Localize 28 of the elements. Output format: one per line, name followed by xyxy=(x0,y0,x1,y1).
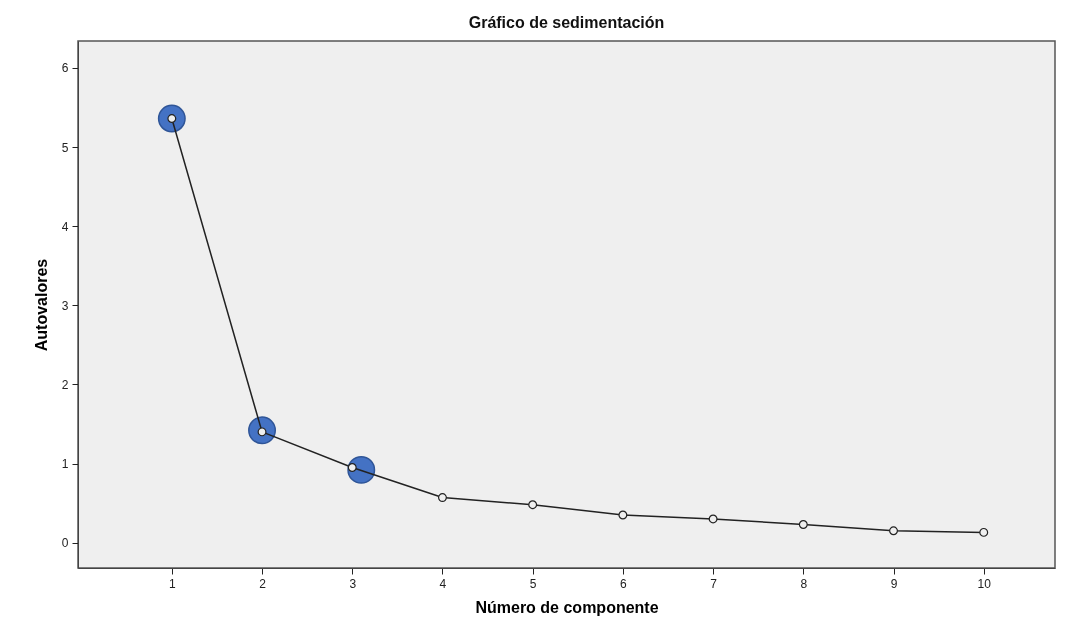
y-tick-label: 2 xyxy=(61,377,69,392)
y-tick-label: 4 xyxy=(61,219,69,234)
x-tick-label: 6 xyxy=(620,576,628,591)
y-tick-label: 1 xyxy=(61,457,69,472)
point xyxy=(618,510,628,520)
point xyxy=(347,463,357,472)
y-tick-label: 3 xyxy=(61,298,69,313)
x-tick-label: 7 xyxy=(710,576,718,591)
point xyxy=(889,526,898,536)
x-tick-label: 10 xyxy=(977,576,992,591)
y-tick-label: 0 xyxy=(61,536,69,551)
point xyxy=(708,514,718,524)
x-tick-label: 8 xyxy=(800,576,808,591)
chart-title: Gráfico de sedimentación xyxy=(468,14,665,31)
x-tick-label: 1 xyxy=(168,576,176,591)
x-tick-label: 5 xyxy=(529,576,537,591)
point xyxy=(437,493,447,503)
y-tick-label: 5 xyxy=(61,140,69,155)
x-tick-label: 9 xyxy=(890,576,898,591)
x-axis-title: Número de componente xyxy=(475,598,659,616)
x-tick-label: 2 xyxy=(259,576,267,591)
x-tick-label: 4 xyxy=(439,576,447,591)
x-tick-label: 3 xyxy=(349,576,357,591)
y-tick-label: 6 xyxy=(61,61,69,76)
point xyxy=(528,500,538,510)
point xyxy=(979,527,989,537)
point xyxy=(798,520,808,529)
y-axis-title: Autovalores xyxy=(32,258,50,352)
